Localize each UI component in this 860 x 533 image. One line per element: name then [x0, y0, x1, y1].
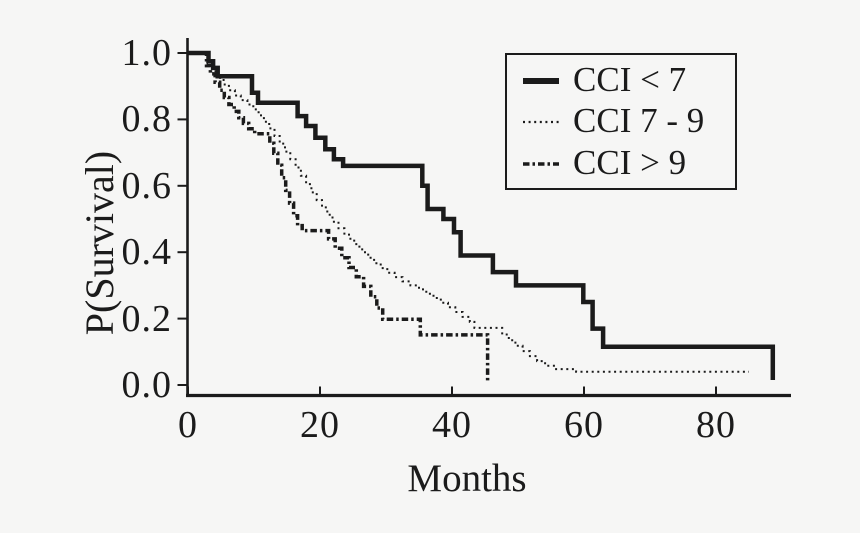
- x-tick-label: 60: [564, 404, 604, 446]
- x-tick-label: 20: [300, 404, 340, 446]
- y-tick-label: 1.0: [121, 32, 172, 74]
- y-tick-label: 0.4: [121, 231, 172, 273]
- dotted-line-swatch: [523, 121, 559, 124]
- x-axis-title: Months: [407, 457, 527, 500]
- y-tick-label: 0.0: [121, 364, 172, 406]
- x-tick-label: 80: [696, 404, 736, 446]
- y-tick-label: 0.6: [121, 165, 172, 207]
- legend-item: CCI < 7: [522, 59, 731, 99]
- legend: CCI < 7 CCI 7 - 9 CCI > 9: [505, 53, 737, 190]
- legend-label: CCI 7 - 9: [573, 101, 705, 141]
- dashdot-line-swatch: [523, 162, 559, 166]
- x-tick-label: 0: [178, 404, 198, 446]
- legend-item: CCI 7 - 9: [522, 102, 731, 140]
- solid-line-swatch: [523, 77, 559, 84]
- legend-label: CCI < 7: [573, 59, 687, 99]
- y-tick-label: 0.2: [121, 298, 172, 340]
- legend-label: CCI > 9: [573, 143, 687, 183]
- x-tick-label: 40: [432, 404, 472, 446]
- y-tick-label: 0.8: [121, 98, 172, 140]
- legend-item: CCI > 9: [522, 144, 731, 182]
